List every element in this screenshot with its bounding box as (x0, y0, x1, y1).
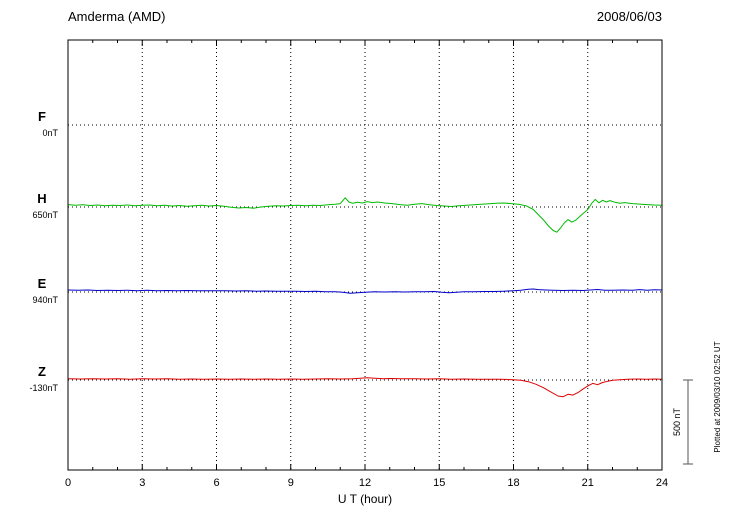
x-tick-label-6: 6 (213, 477, 219, 489)
x-tick-label-0: 0 (65, 477, 71, 489)
plot-border (67, 39, 663, 471)
x-tick-label-21: 21 (582, 477, 594, 489)
x-tick-label-3: 3 (139, 477, 145, 489)
trace-z (67, 377, 663, 398)
x-tick-labels: 0 3 6 9 12 15 18 21 24 (65, 477, 668, 489)
grid-layer (68, 40, 662, 470)
series-h-baseline-value: 650nT (32, 210, 58, 220)
scale-bar-label: 500 nT (672, 407, 682, 436)
trace-e (67, 288, 663, 294)
trace-h (67, 197, 663, 233)
plotted-at-note: Plotted at 2009/03/10 02:52 UT (713, 341, 722, 452)
series-label-f: F 0nT (38, 109, 58, 138)
series-f-letter: F (38, 109, 46, 124)
x-axis-label: U T (hour) (338, 492, 392, 506)
series-label-z: Z -130nT (29, 364, 58, 393)
page-title: Amderma (AMD) (68, 9, 166, 24)
series-z-letter: Z (38, 364, 46, 379)
series-h-letter: H (37, 191, 46, 206)
x-tick-label-12: 12 (359, 477, 371, 489)
series-e-letter: E (38, 276, 47, 291)
x-tick-label-18: 18 (507, 477, 519, 489)
x-tick-label-15: 15 (433, 477, 445, 489)
series-f-baseline-value: 0nT (42, 128, 58, 138)
date-label: 2008/06/03 (597, 9, 662, 24)
series-label-h: H 650nT (32, 191, 58, 220)
x-tick-label-9: 9 (288, 477, 294, 489)
series-e-baseline-value: 940nT (32, 295, 58, 305)
x-tick-label-24: 24 (656, 477, 668, 489)
trace-layer (67, 197, 663, 398)
amplitude-scale-bar (683, 379, 693, 465)
series-z-baseline-value: -130nT (29, 383, 58, 393)
series-label-e: E 940nT (32, 276, 58, 305)
